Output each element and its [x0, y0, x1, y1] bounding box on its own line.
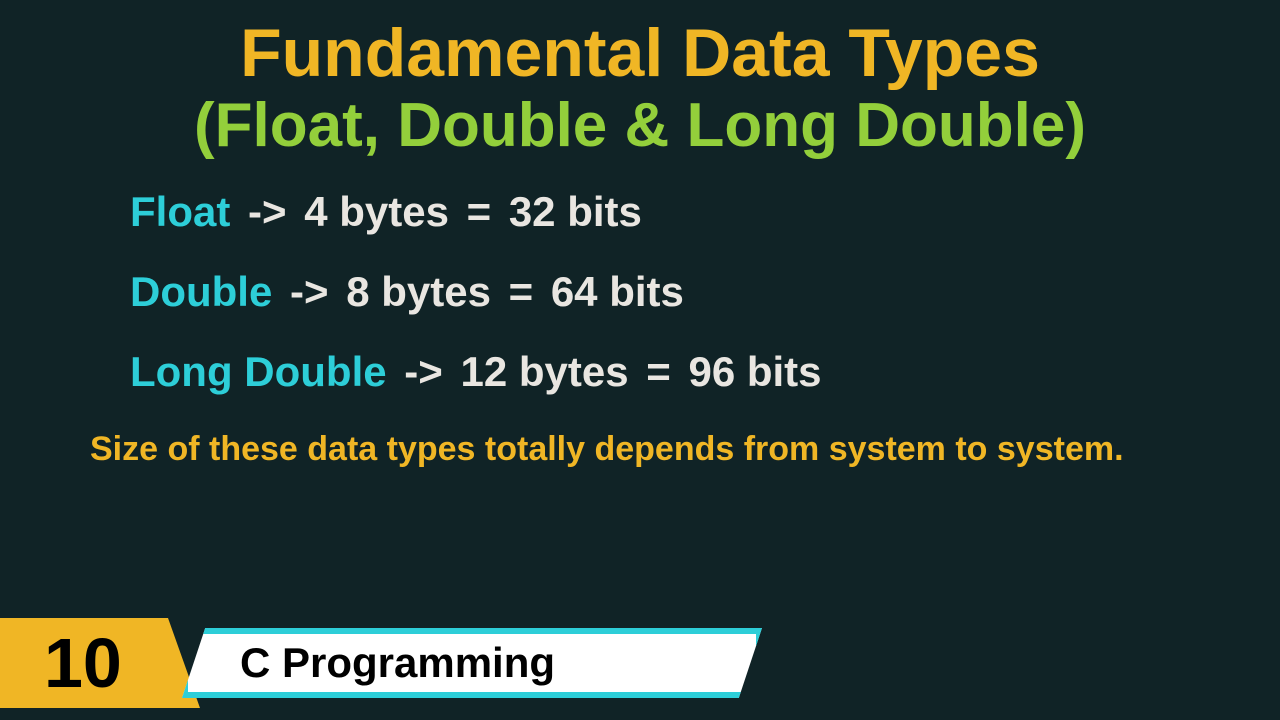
bits-value: 96 bits: [688, 348, 821, 395]
type-name: Double: [130, 268, 272, 315]
arrow-icon: ->: [404, 348, 443, 395]
slide-number: 10: [0, 618, 200, 708]
bits-value: 32 bits: [509, 188, 642, 235]
bytes-value: 12 bytes: [460, 348, 628, 395]
equals-sign: =: [509, 268, 534, 315]
bits-value: 64 bits: [551, 268, 684, 315]
title-line-2: (Float, Double & Long Double): [0, 93, 1280, 158]
course-label-wrap: C Programming: [182, 618, 555, 708]
slide-title: Fundamental Data Types (Float, Double & …: [0, 0, 1280, 158]
course-label: C Programming: [182, 639, 555, 687]
slide-number-badge: 10: [0, 618, 200, 708]
type-name: Long Double: [130, 348, 387, 395]
type-name: Float: [130, 188, 230, 235]
slide-footer: 10 C Programming: [0, 618, 555, 708]
bytes-value: 4 bytes: [304, 188, 449, 235]
equals-sign: =: [646, 348, 671, 395]
data-type-list: Float -> 4 bytes = 32 bits Double -> 8 b…: [130, 188, 1280, 396]
equals-sign: =: [467, 188, 492, 235]
arrow-icon: ->: [290, 268, 329, 315]
data-type-row: Long Double -> 12 bytes = 96 bits: [130, 348, 1280, 396]
data-type-row: Double -> 8 bytes = 64 bits: [130, 268, 1280, 316]
arrow-icon: ->: [248, 188, 287, 235]
bytes-value: 8 bytes: [346, 268, 491, 315]
title-line-1: Fundamental Data Types: [0, 18, 1280, 89]
data-type-row: Float -> 4 bytes = 32 bits: [130, 188, 1280, 236]
footnote-text: Size of these data types totally depends…: [90, 428, 1140, 471]
